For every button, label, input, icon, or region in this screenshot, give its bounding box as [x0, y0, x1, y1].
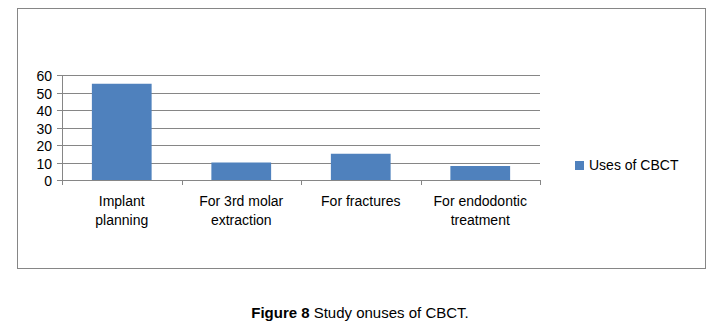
- legend-label: Uses of CBCT: [589, 157, 679, 173]
- x-tick-label-line: For fractures: [321, 193, 400, 209]
- grid-line: [62, 75, 540, 76]
- bar: [331, 154, 391, 180]
- caption: Figure 8 Study onuses of CBCT.: [251, 304, 468, 321]
- x-tick-label-line: treatment: [451, 212, 510, 228]
- y-tick: [57, 110, 62, 111]
- x-tick: [182, 180, 183, 185]
- x-tick: [421, 180, 422, 185]
- bars: [92, 84, 510, 180]
- x-tick-label-line: planning: [95, 212, 148, 228]
- x-tick: [540, 180, 541, 185]
- y-tick-label: 30: [36, 121, 52, 137]
- y-tick-label: 50: [36, 86, 52, 102]
- caption-text: Study onuses of CBCT.: [314, 304, 469, 321]
- y-tick-label: 20: [36, 138, 52, 154]
- y-tick: [57, 128, 62, 129]
- y-tick-label: 0: [44, 173, 52, 189]
- x-tick-label-line: For endodontic: [434, 193, 527, 209]
- y-tick: [57, 163, 62, 164]
- y-tick: [57, 180, 62, 181]
- x-tick-label: For 3rd molar extraction: [199, 193, 283, 228]
- y-tick: [57, 75, 62, 76]
- x-tick: [62, 180, 63, 185]
- x-tick-label-line: For 3rd molar: [199, 193, 283, 209]
- chart-frame: [18, 9, 706, 269]
- y-tick-label: 10: [36, 156, 52, 172]
- x-tick-label-line: Implant: [99, 193, 145, 209]
- y-axis: [62, 75, 63, 180]
- caption-label: Figure 8: [251, 304, 309, 321]
- y-tick-label: 40: [36, 103, 52, 119]
- bar: [450, 166, 510, 180]
- x-tick-label: Implant planning: [95, 193, 148, 228]
- legend-swatch: [575, 161, 584, 170]
- bar: [211, 163, 271, 181]
- x-tick-label-line: extraction: [211, 212, 272, 228]
- bar: [92, 84, 152, 180]
- x-tick-label: For endodontic treatment: [434, 193, 527, 228]
- y-tick-label: 60: [36, 68, 52, 84]
- y-tick: [57, 145, 62, 146]
- chart: 010 2030 4050 60 Implant planning For 3rd mola…: [0, 0, 721, 334]
- x-tick-label: For fractures: [321, 193, 400, 209]
- y-tick: [57, 93, 62, 94]
- x-tick: [301, 180, 302, 185]
